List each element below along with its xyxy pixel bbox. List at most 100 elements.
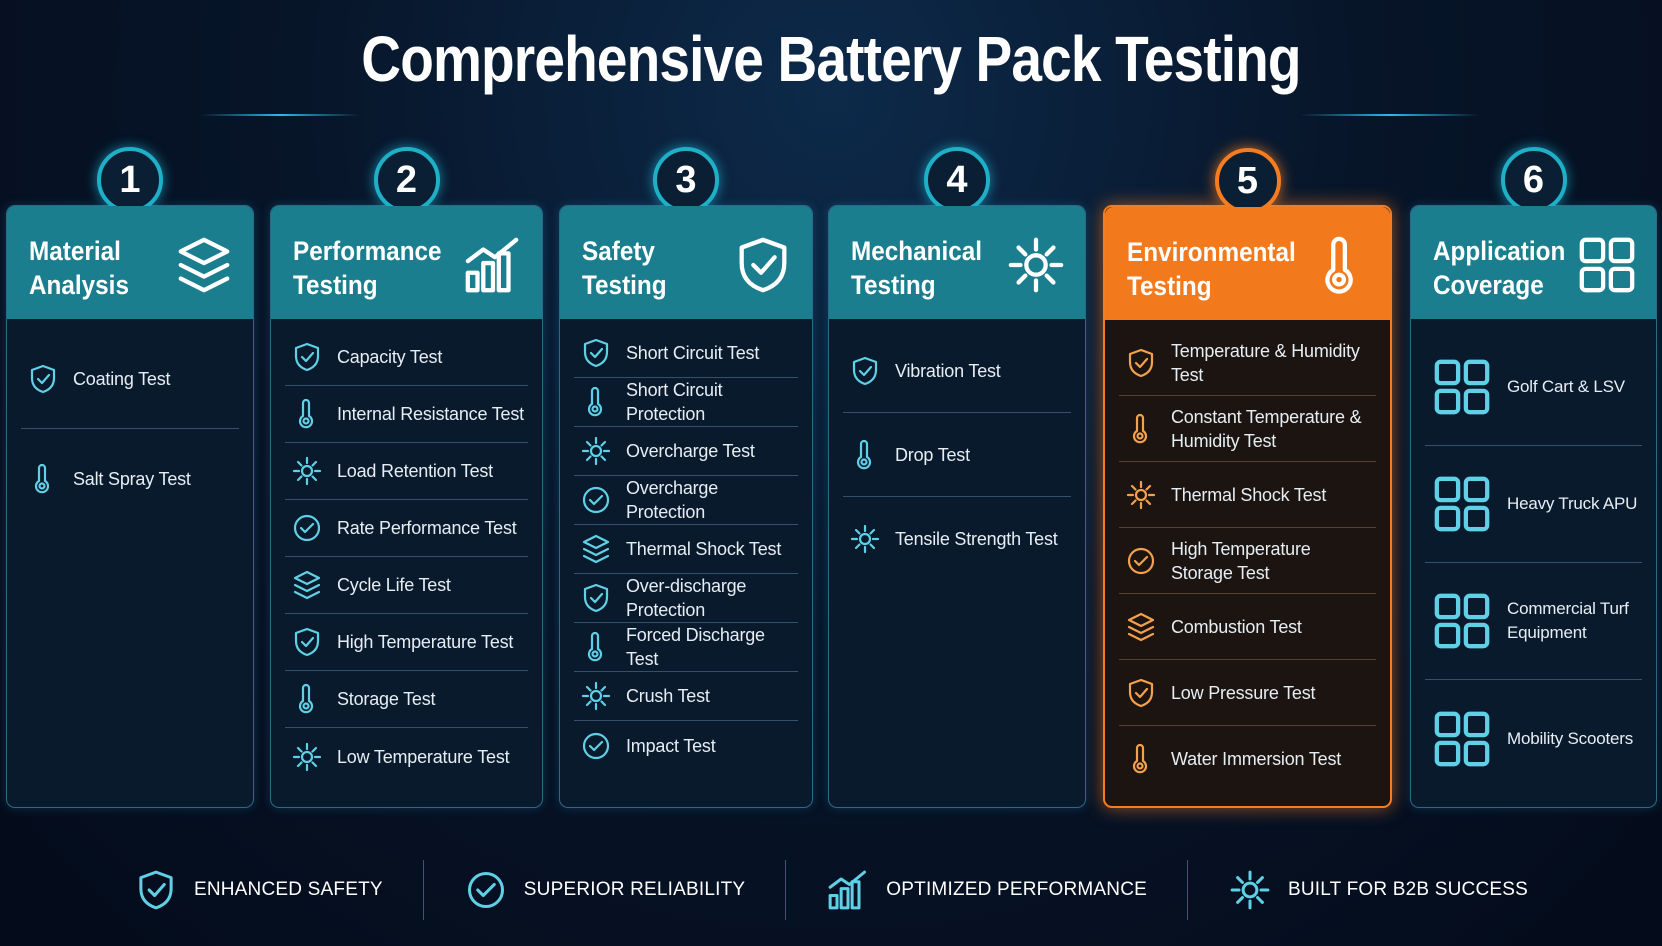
item-label: Water Immersion Test: [1171, 749, 1342, 769]
icon: [856, 439, 872, 469]
item-label: Overcharge Test: [626, 441, 755, 461]
item-label: Rate Performance Test: [337, 518, 517, 538]
item-label: Low Pressure Test: [1171, 682, 1316, 703]
column-card: 6 Application Coverage Golf Cart & LSV Heav…: [1410, 147, 1657, 808]
item-row: Coating Test: [21, 329, 239, 429]
item-row: Water Immersion Test: [1119, 726, 1376, 792]
column-card: 3 Safety Testing Short Circuit Test Short C…: [559, 147, 813, 808]
glow: [1300, 114, 1480, 116]
step-number: 1: [97, 147, 163, 213]
item-label: Impact Test: [626, 735, 716, 756]
icon: [583, 583, 609, 613]
icon: [582, 534, 610, 564]
column-header: Mechanical Testing: [829, 206, 1085, 319]
icon: [293, 570, 321, 600]
item-row: Impact Test: [574, 721, 798, 770]
icon: [587, 631, 603, 662]
footer-item: ENHANCED SAFETY: [94, 860, 424, 920]
icon: [850, 524, 880, 554]
icon: [34, 463, 50, 494]
item-row: Tensile Strength Test: [843, 497, 1071, 581]
item-label: Tensile Strength Test: [895, 529, 1058, 549]
icon: [1434, 476, 1490, 532]
item-label: Temperature & Humidity Test: [1171, 340, 1360, 385]
item-label: Capacity Test: [337, 347, 443, 367]
item-label: Overcharge Protection: [626, 478, 719, 522]
item-row: Drop Test: [843, 413, 1071, 497]
item-label: Short Circuit Protection: [626, 380, 723, 424]
icon: [587, 386, 603, 417]
item-list: Coating Test Salt Spray Test: [7, 319, 253, 539]
icon: [1325, 236, 1353, 294]
icon: [581, 681, 611, 711]
icon: [1434, 359, 1490, 415]
item-label: Golf Cart & LSV: [1507, 377, 1625, 396]
item-label: Coating Test: [73, 368, 171, 389]
step-number: 5: [1214, 148, 1281, 214]
item-list: Temperature & Humidity Test Constant Temp…: [1105, 320, 1390, 802]
footer: ENHANCED SAFETY SUPERIOR RELIABILITY OPTIM…: [0, 850, 1662, 930]
icon: [1127, 547, 1155, 574]
item-label: Vibration Test: [895, 360, 1001, 381]
item-row: Internal Resistance Test: [285, 386, 528, 443]
icon: [1579, 237, 1635, 293]
icon: [1126, 480, 1156, 509]
icon: [1008, 237, 1064, 293]
item-label: Drop Test: [895, 444, 970, 465]
icon: [30, 364, 56, 393]
icon: [581, 436, 611, 466]
item-row: Short Circuit Protection: [574, 378, 798, 427]
item-row: Thermal Shock Test: [574, 525, 798, 574]
item-label: Low Temperature Test: [337, 746, 510, 767]
item-row: Capacity Test: [285, 329, 528, 386]
item-label: High Temperature Test: [337, 632, 514, 652]
item-row: Low Temperature Test: [285, 728, 528, 785]
icon: [582, 486, 610, 514]
icon: [293, 514, 321, 542]
header-icon: [1005, 234, 1067, 301]
item-label: Thermal Shock Test: [1171, 484, 1327, 505]
icon: [1127, 612, 1155, 641]
footer-label: OPTIMIZED PERFORMANCE: [886, 879, 1148, 900]
icon: [294, 627, 320, 657]
item-list: Vibration Test Drop Test Tensile Strength …: [829, 319, 1085, 591]
item-label: Internal Resistance Test: [337, 404, 524, 424]
column-header: Application Coverage: [1411, 206, 1656, 319]
item-label: Cycle Life Test: [337, 575, 451, 595]
footer-item: BUILT FOR B2B SUCCESS: [1188, 860, 1568, 920]
header-icon: [1576, 234, 1638, 301]
column-header: Material Analysis: [7, 206, 253, 319]
item-label: Crush Test: [626, 686, 710, 706]
icon: [828, 870, 867, 910]
item-row: Temperature & Humidity Test: [1119, 330, 1376, 396]
icon: [178, 237, 230, 293]
footer-label: ENHANCED SAFETY: [193, 879, 383, 900]
icon: [465, 237, 519, 293]
column-title: Material Analysis: [29, 236, 129, 300]
icon: [1128, 348, 1154, 377]
icon: [739, 237, 787, 293]
column-header: Performance Testing: [271, 206, 542, 319]
item-row: Cycle Life Test: [285, 557, 528, 614]
footer-label: BUILT FOR B2B SUCCESS: [1288, 879, 1529, 900]
item-label: Over-discharge Protection: [626, 576, 747, 620]
column-title: Mechanical Testing: [851, 236, 983, 300]
header-icon: [462, 234, 524, 301]
item-row: Overcharge Test: [574, 427, 798, 476]
icon: [1128, 678, 1154, 707]
item-label: Combustion Test: [1171, 616, 1302, 637]
footer-label: SUPERIOR RELIABILITY: [523, 879, 746, 900]
item-row: Salt Spray Test: [21, 429, 239, 529]
item-label: Short Circuit Test: [626, 343, 760, 363]
item-list: Golf Cart & LSV Heavy Truck APU Commercial…: [1411, 319, 1656, 807]
item-row: Commercial Turf Equipment: [1425, 563, 1642, 680]
icon: [1434, 593, 1490, 649]
item-label: Forced Discharge Test: [626, 625, 765, 669]
icon: [298, 683, 314, 714]
column-title: Environmental Testing: [1127, 237, 1296, 301]
item-label: Mobility Scooters: [1507, 728, 1634, 748]
item-row: Mobility Scooters: [1425, 680, 1642, 797]
header-icon: [1310, 235, 1372, 302]
column-header: Environmental Testing: [1105, 207, 1390, 320]
